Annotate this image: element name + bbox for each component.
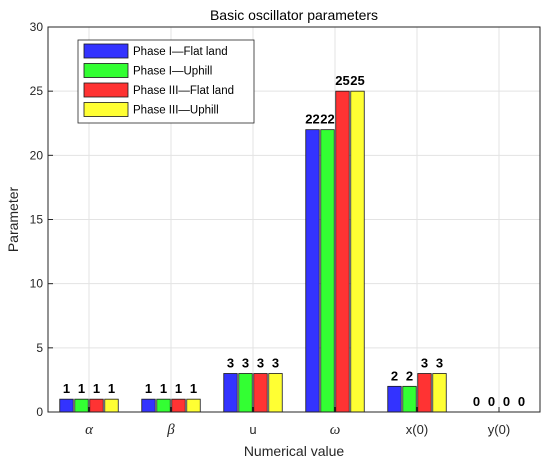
legend-entry: Phase I—Flat land: [133, 46, 228, 58]
bar: [305, 129, 320, 413]
bar: [238, 373, 253, 413]
data-label: 22: [320, 112, 334, 127]
bar: [387, 385, 402, 413]
data-label: 0: [488, 394, 495, 409]
data-label: 3: [436, 356, 443, 371]
bar: [74, 398, 89, 413]
data-label: 25: [350, 73, 364, 88]
bar: [253, 373, 268, 413]
y-tick-label: 5: [36, 341, 43, 355]
y-tick-label: 25: [30, 84, 44, 98]
data-label: 0: [518, 394, 525, 409]
data-label: 25: [335, 73, 349, 88]
data-label: 1: [175, 381, 182, 396]
y-tick-label: 20: [30, 148, 44, 162]
bar: [59, 398, 74, 413]
data-label: 0: [503, 394, 510, 409]
bar: [402, 385, 417, 413]
data-label: 22: [305, 112, 319, 127]
legend-entry: Phase III—Uphill: [133, 105, 219, 117]
x-axis-ticks: α β u ω x(0) y(0): [85, 407, 510, 438]
bar: [335, 90, 350, 413]
data-label: 1: [145, 381, 152, 396]
data-label: 1: [93, 381, 100, 396]
bar: [432, 373, 447, 413]
bar: [89, 398, 104, 413]
legend-entry: Phase I—Uphill: [133, 66, 212, 78]
bar: [104, 398, 119, 413]
y-axis-title: Parameter: [5, 186, 21, 252]
y-axis-ticks: 0 5 10 15 20 25 30: [30, 20, 53, 419]
bar: [350, 90, 365, 413]
data-label: 3: [257, 356, 264, 371]
data-label: 2: [406, 368, 413, 383]
y-tick-label: 15: [30, 213, 44, 227]
data-label: 1: [160, 381, 167, 396]
data-label: 1: [108, 381, 115, 396]
x-tick-label: β: [166, 422, 175, 438]
bar: [141, 398, 156, 413]
x-tick-label: ω: [330, 422, 341, 438]
bar: [268, 373, 283, 413]
x-tick-label: α: [85, 422, 94, 438]
y-tick-label: 30: [30, 20, 44, 34]
bar: [320, 129, 335, 413]
x-axis-title: Numerical value: [244, 443, 345, 459]
bar: [186, 398, 201, 413]
legend-swatch: [83, 63, 129, 78]
bar: [171, 398, 186, 413]
data-label: 2: [391, 368, 398, 383]
bar: [156, 398, 171, 413]
x-tick-label: x(0): [406, 422, 428, 437]
y-tick-label: 0: [36, 405, 43, 419]
legend-swatch: [83, 102, 129, 117]
x-tick-label: u: [249, 422, 256, 437]
bar: [417, 373, 432, 413]
data-label: 3: [421, 356, 428, 371]
legend-swatch: [83, 82, 129, 98]
x-tick-label: y(0): [488, 422, 510, 437]
data-label: 0: [473, 394, 480, 409]
legend-entry: Phase III—Flat land: [133, 85, 234, 97]
bar: [223, 373, 238, 413]
legend: Phase I—Flat land Phase I—Uphill Phase III…: [77, 39, 255, 124]
data-label: 3: [242, 356, 249, 371]
data-label: 3: [272, 356, 279, 371]
data-label: 1: [63, 381, 70, 396]
chart-title: Basic oscillator parameters: [210, 7, 378, 23]
data-label: 1: [78, 381, 85, 396]
y-tick-label: 10: [30, 277, 44, 291]
legend-swatch: [83, 43, 129, 59]
data-label: 3: [227, 356, 234, 371]
data-label: 1: [190, 381, 197, 396]
